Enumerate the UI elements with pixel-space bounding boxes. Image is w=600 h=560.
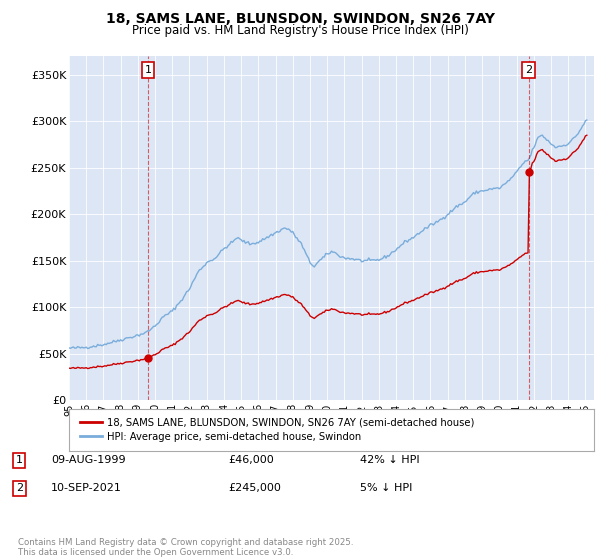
- Text: 2: 2: [16, 483, 23, 493]
- Text: £46,000: £46,000: [228, 455, 274, 465]
- Text: 18, SAMS LANE, BLUNSDON, SWINDON, SN26 7AY: 18, SAMS LANE, BLUNSDON, SWINDON, SN26 7…: [106, 12, 494, 26]
- Text: 1: 1: [145, 65, 152, 75]
- Text: Price paid vs. HM Land Registry's House Price Index (HPI): Price paid vs. HM Land Registry's House …: [131, 24, 469, 37]
- Legend: 18, SAMS LANE, BLUNSDON, SWINDON, SN26 7AY (semi-detached house), HPI: Average p: 18, SAMS LANE, BLUNSDON, SWINDON, SN26 7…: [77, 415, 477, 445]
- Text: 1: 1: [16, 455, 23, 465]
- Text: 2: 2: [525, 65, 532, 75]
- Text: £245,000: £245,000: [228, 483, 281, 493]
- Text: 10-SEP-2021: 10-SEP-2021: [51, 483, 122, 493]
- Text: 42% ↓ HPI: 42% ↓ HPI: [360, 455, 419, 465]
- Text: 5% ↓ HPI: 5% ↓ HPI: [360, 483, 412, 493]
- Text: 09-AUG-1999: 09-AUG-1999: [51, 455, 125, 465]
- Text: Contains HM Land Registry data © Crown copyright and database right 2025.
This d: Contains HM Land Registry data © Crown c…: [18, 538, 353, 557]
